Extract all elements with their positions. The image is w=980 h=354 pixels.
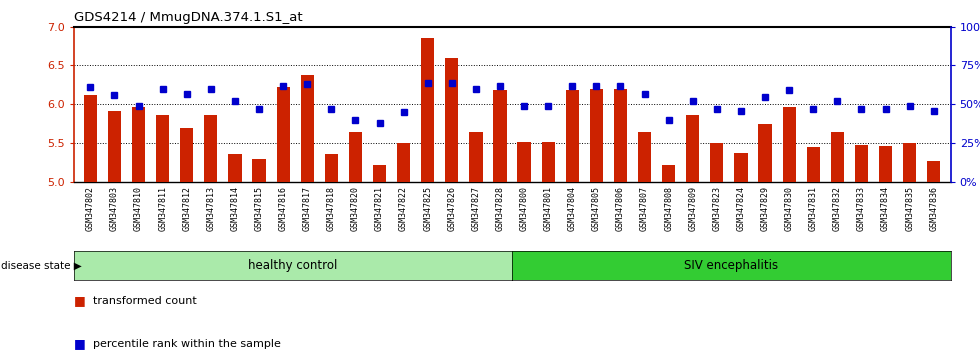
Text: GSM347811: GSM347811 <box>158 186 168 231</box>
Text: GSM347818: GSM347818 <box>326 186 336 231</box>
Bar <box>807 147 820 182</box>
Bar <box>253 159 266 182</box>
Text: GSM347807: GSM347807 <box>640 186 649 231</box>
Text: GSM347834: GSM347834 <box>881 186 890 231</box>
Bar <box>373 165 386 182</box>
Text: GSM347832: GSM347832 <box>833 186 842 231</box>
Text: GSM347836: GSM347836 <box>929 186 938 231</box>
Text: GSM347833: GSM347833 <box>857 186 866 231</box>
Bar <box>108 111 122 182</box>
Bar <box>613 89 627 182</box>
Text: GSM347806: GSM347806 <box>616 186 625 231</box>
Bar <box>710 143 723 182</box>
Text: GSM347825: GSM347825 <box>423 186 432 231</box>
Bar <box>397 143 411 182</box>
Bar <box>855 145 868 182</box>
Bar <box>228 154 242 182</box>
Text: GSM347805: GSM347805 <box>592 186 601 231</box>
Text: GSM347812: GSM347812 <box>182 186 191 231</box>
Text: GSM347815: GSM347815 <box>255 186 264 231</box>
Text: transformed count: transformed count <box>93 296 197 306</box>
Bar <box>638 132 651 182</box>
Bar <box>927 160 941 182</box>
Bar <box>301 75 314 182</box>
Bar <box>445 58 459 182</box>
Text: GSM347814: GSM347814 <box>230 186 239 231</box>
Text: GSM347800: GSM347800 <box>519 186 528 231</box>
Text: GSM347802: GSM347802 <box>86 186 95 231</box>
Text: GSM347823: GSM347823 <box>712 186 721 231</box>
Bar <box>156 115 170 182</box>
Bar <box>83 95 97 182</box>
Bar <box>831 132 844 182</box>
Bar <box>879 146 892 182</box>
Text: GSM347809: GSM347809 <box>688 186 698 231</box>
Bar <box>349 132 362 182</box>
Bar <box>493 90 507 182</box>
Bar <box>517 142 531 182</box>
Text: GSM347822: GSM347822 <box>399 186 408 231</box>
Text: GSM347820: GSM347820 <box>351 186 360 231</box>
Bar <box>180 128 193 182</box>
Text: GSM347810: GSM347810 <box>134 186 143 231</box>
Text: GSM347831: GSM347831 <box>808 186 817 231</box>
Text: GSM347826: GSM347826 <box>447 186 457 231</box>
Text: GSM347808: GSM347808 <box>664 186 673 231</box>
Text: GSM347835: GSM347835 <box>906 186 914 231</box>
Text: GSM347829: GSM347829 <box>760 186 769 231</box>
Bar <box>204 115 218 182</box>
Text: disease state ▶: disease state ▶ <box>1 261 81 271</box>
Text: GSM347817: GSM347817 <box>303 186 312 231</box>
Text: GSM347803: GSM347803 <box>110 186 119 231</box>
Text: percentile rank within the sample: percentile rank within the sample <box>93 339 281 349</box>
Bar <box>132 107 145 182</box>
Text: GSM347827: GSM347827 <box>471 186 480 231</box>
Text: GSM347804: GSM347804 <box>567 186 577 231</box>
Bar <box>469 132 482 182</box>
Bar <box>759 124 771 182</box>
Text: ■: ■ <box>74 295 85 308</box>
Text: GSM347801: GSM347801 <box>544 186 553 231</box>
Bar <box>903 143 916 182</box>
Bar <box>276 87 290 182</box>
Text: SIV encephalitis: SIV encephalitis <box>684 259 778 272</box>
Text: GSM347824: GSM347824 <box>736 186 746 231</box>
Bar <box>782 107 796 182</box>
Bar <box>324 154 338 182</box>
Text: GSM347821: GSM347821 <box>375 186 384 231</box>
Text: healthy control: healthy control <box>248 259 337 272</box>
Text: ■: ■ <box>74 337 85 350</box>
Text: GSM347828: GSM347828 <box>496 186 505 231</box>
Text: GSM347830: GSM347830 <box>785 186 794 231</box>
Text: GDS4214 / MmugDNA.374.1.S1_at: GDS4214 / MmugDNA.374.1.S1_at <box>74 11 302 24</box>
Bar <box>542 142 555 182</box>
Text: GSM347813: GSM347813 <box>207 186 216 231</box>
Bar <box>686 115 700 182</box>
Bar <box>421 38 434 182</box>
Bar <box>734 153 748 182</box>
Bar <box>662 165 675 182</box>
Text: GSM347816: GSM347816 <box>278 186 288 231</box>
Bar <box>590 89 603 182</box>
Bar <box>565 90 579 182</box>
